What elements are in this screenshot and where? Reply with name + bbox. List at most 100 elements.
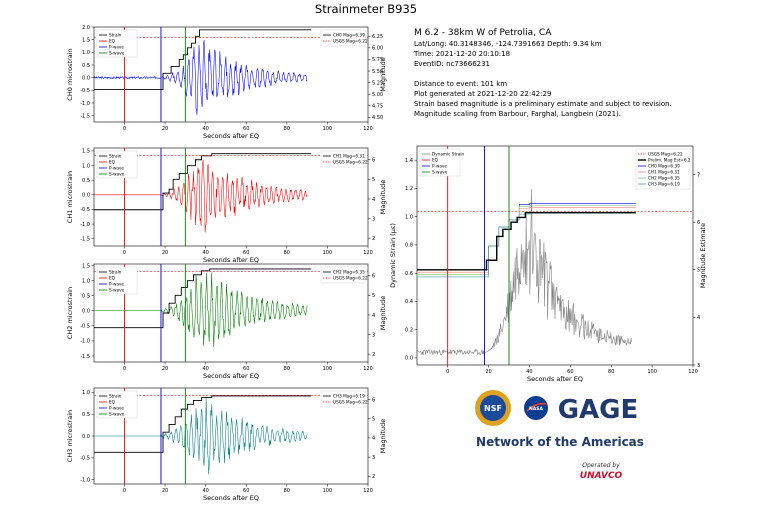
- legend-label: CH3 Mag=6.19: [333, 394, 365, 399]
- signal-trace: [94, 397, 308, 475]
- x-tick-label: 20: [162, 488, 168, 494]
- magnitude-line: [94, 268, 312, 329]
- y2-tick-label: 3: [372, 455, 375, 461]
- x-axis-label: Seconds after EQ: [527, 375, 583, 383]
- x-tick-label: 60: [567, 369, 573, 375]
- y2-tick-label: 2: [372, 474, 375, 480]
- y2-tick-label: 6: [372, 158, 375, 164]
- y2-tick-label: 5.00: [372, 92, 383, 98]
- y2-tick-label: 7: [697, 172, 700, 178]
- x-tick-label: 80: [284, 488, 290, 494]
- nsf-logo: NSF: [475, 390, 511, 426]
- legend-label: Strain: [109, 394, 122, 399]
- y2-tick-label: 5: [372, 177, 375, 183]
- legend-label: EQ: [109, 400, 116, 405]
- y2-tick-label: 4: [697, 315, 700, 321]
- legend-label: EQ: [109, 39, 116, 44]
- legend-label: USGS Mag=6.22: [333, 276, 368, 281]
- y-tick-label: 0.0: [82, 309, 90, 315]
- y-tick-label: -0.5: [80, 324, 90, 330]
- x-tick-label: 60: [243, 488, 249, 494]
- y-tick-label: 0.5: [82, 412, 90, 418]
- nasa-logo: NASA: [524, 396, 548, 420]
- x-tick-label: 100: [323, 126, 333, 132]
- y-tick-label: 0.0: [82, 434, 90, 440]
- legend-label: P-wave: [109, 166, 124, 171]
- y2-tick-label: 4: [372, 313, 375, 319]
- y2-axis-label: Magnitude: [379, 296, 387, 330]
- x-tick-label: 120: [688, 369, 698, 375]
- y-tick-label: 1.5: [82, 37, 90, 43]
- gage-logo-text: GAGE: [558, 395, 639, 425]
- legend-label: CH0 Mag=6.39: [648, 164, 680, 169]
- x-tick-label: 0: [123, 250, 126, 256]
- x-tick-label: 120: [363, 488, 373, 494]
- legend-box: [320, 150, 366, 168]
- axes-frame: [416, 145, 694, 366]
- y-tick-label: 1.0: [82, 278, 90, 284]
- legend-label: Strain: [109, 270, 122, 275]
- y-tick-label: -1.0: [80, 101, 90, 107]
- y-axis-label: CH2 microstrain: [66, 287, 74, 339]
- y-axis-label: CH0 microstrain: [66, 48, 74, 100]
- signal-trace: [94, 39, 308, 115]
- legend-label: S-wave: [432, 170, 448, 175]
- legend-label: P-wave: [109, 45, 124, 50]
- nsf-logo-text: NSF: [484, 404, 502, 413]
- y-tick-label: 2.0: [82, 25, 90, 31]
- y-tick-label: -1.5: [80, 236, 90, 242]
- legend-label: USGS Mag=6.22: [333, 160, 368, 165]
- y-axis-label: Dynamic Strain (µε): [389, 223, 397, 288]
- legend-label: P-wave: [432, 164, 447, 169]
- x-axis-label: Seconds after EQ: [203, 132, 259, 140]
- legend-label: CH3 Mag=6.19: [648, 182, 680, 187]
- y-tick-label: -1.5: [80, 113, 90, 119]
- legend-box: [635, 148, 691, 190]
- x-tick-label: 40: [202, 250, 208, 256]
- y-axis-label: CH3 microstrain: [66, 410, 74, 462]
- legend-box: [320, 29, 366, 47]
- y2-tick-label: 5: [372, 293, 375, 299]
- y2-tick-label: 6: [372, 274, 375, 280]
- legend-label: Strain: [109, 33, 122, 38]
- x-tick-label: 20: [162, 250, 168, 256]
- axes-frame: [93, 26, 369, 123]
- legend-label: CH2 Mag=6.35: [648, 176, 680, 181]
- y-tick-label: 0.8: [405, 243, 413, 249]
- magnitude-note: Strain based magnitude is a preliminary …: [414, 100, 672, 108]
- event-headline: M 6.2 - 38km W of Petrolia, CA: [414, 28, 552, 38]
- x-axis-label: Seconds after EQ: [203, 372, 259, 380]
- x-tick-label: 100: [323, 488, 333, 494]
- y2-tick-label: 6.25: [372, 34, 383, 40]
- x-tick-label: 100: [323, 250, 333, 256]
- y-tick-label: 1.4: [405, 158, 413, 164]
- y-tick-label: 0.4: [405, 299, 413, 305]
- y2-tick-label: 2: [372, 352, 375, 358]
- legend-box: [419, 148, 461, 177]
- y-tick-label: -0.5: [80, 456, 90, 462]
- y2-tick-label: 6: [372, 397, 375, 403]
- y2-tick-label: 3: [372, 332, 375, 338]
- y-tick-label: -1.0: [80, 222, 90, 228]
- magnitude-line: [94, 29, 312, 91]
- x-tick-label: 60: [243, 366, 249, 372]
- operated-by-text: Operated by: [582, 462, 620, 469]
- y-tick-label: 1.0: [82, 390, 90, 396]
- x-tick-label: 60: [243, 126, 249, 132]
- y-tick-label: 1.0: [82, 163, 90, 169]
- dynamic-strain-trace: [417, 189, 632, 356]
- x-tick-label: 20: [485, 369, 491, 375]
- panel-ch2: 0 20 40 60 80 100 120 Seconds after EQ 1.5 1.0 0.5…: [66, 263, 387, 380]
- y2-axis-label: Magnitude: [379, 419, 387, 453]
- panel-ch3: 0 20 40 60 80 100 120 Seconds after EQ 1.0 0.5 0.0…: [66, 387, 387, 502]
- legend-box: [96, 390, 138, 419]
- y-tick-label: 0.5: [82, 178, 90, 184]
- plot-area: [417, 146, 693, 365]
- y-tick-label: 1.5: [82, 263, 90, 269]
- panel-dynamic: 0 20 40 60 80 100 120 Seconds after EQ 1.4 1.2 1.0…: [389, 145, 707, 383]
